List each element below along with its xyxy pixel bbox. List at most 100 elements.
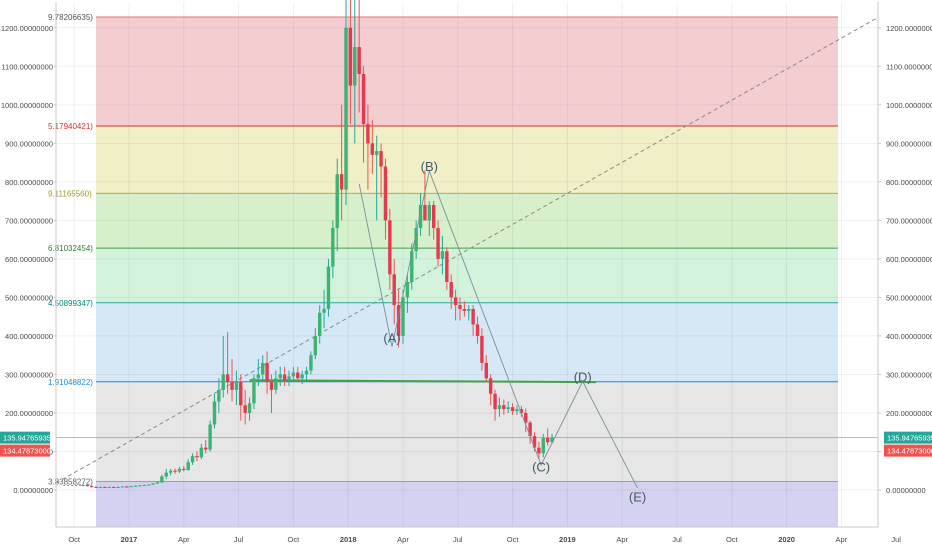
candle [366,104,370,190]
candle-body [204,447,208,450]
candle-body [155,482,160,484]
candle-body [116,486,120,488]
candle [488,374,493,406]
x-tick-label: 2018 [340,535,357,544]
candle-body [239,382,243,406]
candle-body [331,228,335,267]
candle-body [361,74,366,125]
x-tick-label: 2020 [778,535,795,544]
candle-body [111,486,116,488]
x-tick-label: Jul [234,535,244,544]
fib-level-label: 1.91048822) [48,378,93,387]
candle-body [370,143,375,155]
candle [431,201,436,240]
y-tick-label: 0.00000000 [886,486,926,495]
candle-body [326,266,331,309]
candle-body [396,305,401,336]
candle [537,441,541,459]
candle-body [261,362,265,375]
y-tick-label: 200.00000000 [5,409,53,418]
candle-body [282,374,287,381]
candle [497,397,502,417]
candle-body [142,484,147,486]
candle-body [467,308,471,311]
candle [462,301,467,317]
candle-body [256,374,261,379]
candle-body [208,424,212,450]
candle [326,258,331,317]
candle-body [317,312,322,336]
candle [484,355,488,383]
candle-body [304,370,309,375]
candle [331,220,335,279]
candle-body [182,468,186,470]
candle-body [186,462,190,470]
candle-body [339,174,344,190]
candle-body [379,151,383,167]
x-tick-label: Apr [397,535,409,544]
candle [261,355,265,383]
y-tick-label: 600.00000000 [886,255,932,264]
candle [423,170,427,221]
candle-body [190,456,195,463]
candle-body [85,484,90,487]
candle-body [274,378,278,390]
candle-body [90,486,94,488]
candle-body [532,436,537,448]
candle [545,428,550,446]
candle [515,405,519,415]
candle-body [436,228,440,259]
candle [120,486,125,488]
candle [313,328,318,360]
y-tick-label: 300.00000000 [5,370,53,379]
y-tick-label: 900.00000000 [5,139,53,148]
candle-body [247,403,252,413]
candle [164,468,168,480]
candle [519,406,524,417]
candle-body [388,220,392,275]
candle-body [524,412,528,423]
candle [291,366,296,383]
candle [98,486,103,489]
candle-body [462,308,467,311]
prior-price-tag-left-bg [0,444,50,457]
candle [225,332,230,394]
candle [436,220,440,267]
candle [195,451,199,462]
candle [168,468,173,476]
fib-band [96,193,838,249]
candle [234,370,239,406]
support-line [249,379,596,384]
x-tick-label: Oct [68,535,81,544]
candle [471,305,475,336]
fib-band [96,381,838,482]
candle-body [147,484,151,486]
candle-body [410,251,414,283]
candle-body [173,470,177,472]
y-tick-label: 1200.00000000 [1,24,53,33]
y-tick-label: 900.00000000 [886,139,932,148]
candle-body [322,308,326,313]
y-tick-label: 400.00000000 [886,332,932,341]
candle-body [423,204,427,221]
candle [396,289,401,348]
candle [374,135,379,221]
x-tick-label: Oct [507,535,520,544]
prior-price-tag: 134.47873000 134.47873000 [0,444,932,457]
candle-body [81,484,85,486]
candle [357,0,361,113]
candle-body [243,405,247,413]
fib-level-label: 5.17940421) [48,122,93,131]
candle-body [199,447,204,458]
candle [467,305,471,321]
candle-body [440,251,445,259]
candle-body [519,409,524,413]
candle-body [383,166,388,221]
x-tick-label: 2017 [121,535,138,544]
y-axis-right: 0.00000000100.00000000200.00000000300.00… [878,24,932,495]
candle [309,351,313,375]
candle-body [392,274,396,306]
candle [142,484,147,486]
fib-level-label: 6.81032454) [48,244,93,253]
candle [418,193,423,236]
